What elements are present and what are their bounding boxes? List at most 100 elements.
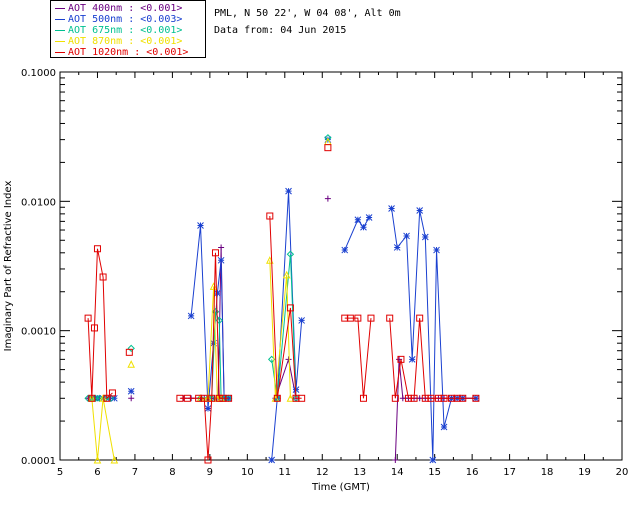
data-point: [324, 195, 331, 202]
data-point: [127, 360, 135, 368]
x-tick-label: 15: [428, 467, 441, 478]
data-point: [410, 394, 418, 402]
data-point: [183, 394, 191, 402]
data-point: [360, 223, 367, 231]
series-line: [391, 208, 476, 461]
data-point: [354, 314, 362, 322]
data-point: [187, 312, 195, 320]
data-point: [218, 244, 225, 251]
data-point: [108, 389, 116, 397]
data-point: [341, 246, 349, 254]
data-point: [211, 249, 219, 257]
series-line: [183, 247, 229, 399]
data-point: [429, 456, 437, 464]
x-tick-label: 20: [616, 467, 629, 478]
data-point: [103, 394, 111, 402]
series-line: [87, 248, 113, 400]
series-line: [269, 215, 302, 399]
data-point: [399, 395, 406, 402]
data-point: [459, 394, 467, 402]
data-point: [110, 394, 118, 402]
data-point: [268, 456, 276, 464]
data-point: [403, 232, 410, 240]
x-tick-label: 13: [353, 467, 366, 478]
site-info: PML, N 50 22', W 04 08', Alt 0m: [214, 8, 401, 19]
legend-label: AOT 675nm : <0.001>: [68, 25, 183, 36]
series-line: [344, 317, 372, 399]
legend-item-675nm: AOT 675nm : <0.001>: [55, 25, 182, 36]
legend-label: AOT 870nm : <0.001>: [68, 36, 183, 47]
data-point: [285, 187, 292, 195]
series-line: [91, 398, 115, 461]
data-point: [286, 250, 295, 258]
series-line: [394, 359, 476, 461]
data-point: [397, 355, 405, 363]
data-point: [427, 394, 435, 402]
data-point: [93, 245, 101, 253]
x-axis-label: Time (GMT): [311, 482, 370, 493]
data-point: [214, 289, 221, 297]
x-tick-label: 5: [57, 467, 63, 478]
legend-swatch: [55, 40, 65, 42]
series-aot-1020nm: [84, 144, 480, 464]
data-point: [408, 356, 416, 363]
x-tick-label: 7: [132, 467, 138, 478]
x-tick-label: 8: [169, 467, 175, 478]
data-point: [346, 314, 354, 322]
series-line: [269, 260, 291, 399]
data-point: [367, 314, 375, 322]
series-line: [344, 217, 370, 251]
y-tick-label: 0.0100: [21, 197, 56, 208]
legend-swatch: [55, 29, 65, 31]
data-point: [285, 356, 292, 363]
data-point: [354, 216, 362, 224]
x-tick-label: 9: [207, 467, 213, 478]
data-point: [266, 212, 274, 220]
data-point: [127, 344, 135, 353]
data-point: [211, 308, 220, 316]
data-point: [298, 317, 306, 324]
data-point: [416, 207, 424, 214]
data-point: [217, 256, 225, 264]
data-point: [273, 394, 281, 402]
data-point: [298, 394, 306, 402]
data-point: [393, 244, 401, 251]
x-tick-label: 6: [94, 467, 100, 478]
x-tick-label: 17: [503, 467, 516, 478]
data-point: [416, 395, 423, 402]
series-line: [179, 252, 229, 461]
data-point: [88, 394, 96, 402]
legend-item-400nm: AOT 400nm : <0.001>: [55, 3, 182, 14]
legend-label: AOT 1020nm : <0.001>: [68, 47, 189, 58]
legend-item-1020nm: AOT 1020nm : <0.001>: [55, 47, 188, 58]
data-point: [84, 314, 92, 322]
data-point: [324, 144, 332, 152]
legend-label: AOT 400nm : <0.001>: [68, 3, 183, 14]
data-point: [392, 457, 399, 463]
data-point: [204, 405, 212, 412]
legend-item-500nm: AOT 500nm : <0.003>: [55, 14, 182, 25]
data-point: [90, 324, 98, 332]
data-point: [225, 394, 233, 402]
y-tick-label: 0.0001: [21, 456, 56, 467]
data-point: [286, 304, 294, 312]
data-point: [176, 394, 184, 402]
x-tick-label: 18: [541, 467, 554, 478]
data-point: [282, 270, 291, 279]
series-aot-870nm: [88, 137, 332, 464]
data-point: [386, 314, 394, 322]
data-point: [472, 394, 480, 402]
data-point: [208, 394, 216, 402]
x-tick-label: 19: [578, 467, 591, 478]
data-point: [125, 348, 133, 356]
data-point: [440, 394, 448, 402]
data-point: [204, 456, 212, 464]
y-tick-label: 0.1000: [21, 68, 56, 79]
series-aot-500nm: [88, 136, 480, 464]
data-point: [388, 205, 395, 212]
data-point: [200, 394, 208, 402]
data-point: [99, 273, 107, 281]
data-point: [286, 394, 295, 402]
x-tick-label: 12: [316, 467, 329, 478]
x-tick-label: 11: [278, 467, 291, 478]
